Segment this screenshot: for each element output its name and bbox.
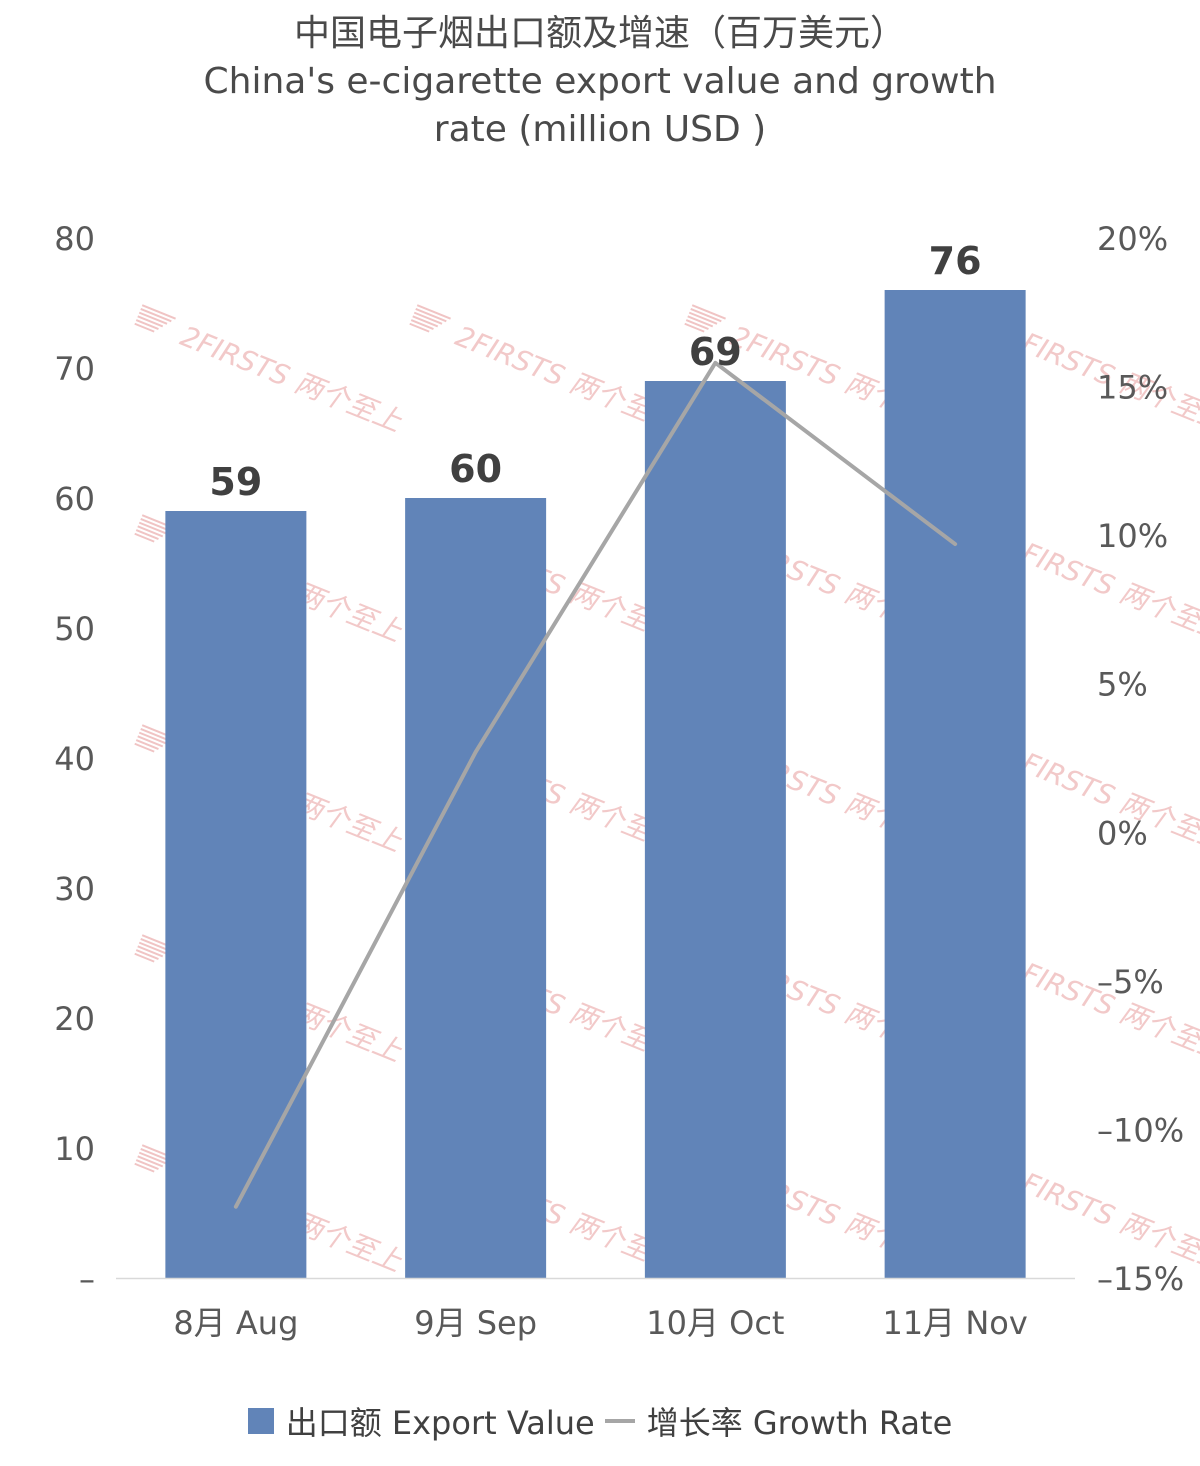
chart-title-block: 中国电子烟出口额及增速（百万美元） China's e-cigarette ex…	[0, 10, 1200, 154]
watermark-stroke	[138, 311, 168, 325]
watermark-stroke	[138, 941, 168, 955]
watermark-stroke	[135, 529, 159, 540]
y-left-tick-label: 70	[54, 350, 95, 388]
bar-data-label-2: 60	[449, 447, 502, 491]
watermark-stroke	[137, 525, 164, 538]
chart-legend: 出口额 Export Value 增长率 Growth Rate	[0, 1398, 1200, 1444]
watermark-stroke	[134, 742, 155, 753]
growth-rate-line	[233, 360, 958, 1209]
bar-data-label-1: 59	[209, 460, 262, 504]
bar-data-label-3: 69	[689, 330, 742, 374]
watermark-stroke	[137, 315, 164, 328]
y-right-tick-label: –10%	[1097, 1111, 1184, 1149]
legend-item-export-value: 出口额 Export Value	[247, 1398, 595, 1444]
x-category-label-3: 10月 Oct	[646, 1304, 784, 1342]
watermark-stroke	[140, 307, 172, 323]
legend-swatch-bar	[247, 1408, 274, 1434]
y-right-tick-label: 5%	[1097, 666, 1148, 704]
watermark-stroke	[685, 319, 709, 330]
y-left-tick-label: 50	[54, 610, 95, 648]
y-right-tick-label: 15%	[1097, 369, 1168, 407]
bar-data-label-4: 76	[929, 239, 982, 283]
x-category-label-1: 8月 Aug	[173, 1304, 298, 1342]
x-category-label-4: 11月 Nov	[882, 1304, 1027, 1342]
watermark-stroke	[138, 521, 168, 535]
watermark-stroke	[137, 945, 164, 958]
y-left-tick-label: –	[79, 1260, 95, 1298]
watermark-stroke	[410, 319, 434, 330]
bar-4	[884, 290, 1026, 1278]
legend-label-export-value: 出口额 Export Value	[285, 1404, 595, 1442]
y-left-tick-label: 80	[54, 220, 95, 258]
watermark-stroke	[409, 322, 430, 333]
watermark-logo: 2FIRSTS 两个至上	[134, 304, 407, 439]
watermark-stroke	[688, 311, 718, 325]
watermark-logo: 2FIRSTS 两个至上	[409, 304, 682, 439]
y-right-tick-label: 20%	[1097, 220, 1168, 258]
watermark-stroke	[134, 1162, 155, 1173]
watermark-stroke	[134, 532, 155, 543]
chart-subtitle-line-1: China's e-cigarette export value and gro…	[203, 61, 997, 102]
watermark-stroke	[412, 315, 439, 328]
y-left-tick-label: 30	[54, 870, 95, 908]
watermark-stroke	[135, 739, 159, 750]
y-right-tick-label: 10%	[1097, 517, 1168, 555]
x-category-label-2: 9月 Sep	[414, 1304, 537, 1342]
bar-1	[165, 511, 307, 1278]
watermark-stroke	[134, 952, 155, 963]
watermark-stroke	[138, 1151, 168, 1165]
bar-3	[644, 381, 786, 1278]
y-left-tick-label: 60	[54, 480, 95, 518]
chart-subtitle-line-2: rate (million USD )	[433, 109, 767, 150]
y-right-tick-label: –15%	[1097, 1260, 1184, 1298]
legend-item-growth-rate: 增长率 Growth Rate	[595, 1398, 953, 1444]
watermark-stroke	[415, 307, 447, 323]
watermark-stroke	[135, 949, 159, 960]
watermark-stroke	[141, 304, 176, 320]
legend-swatch-line	[604, 1419, 635, 1423]
watermark-stroke	[691, 304, 726, 320]
watermark-stroke	[138, 731, 168, 745]
bar-2	[405, 498, 547, 1278]
watermark-stroke	[684, 322, 705, 333]
y-right-tick-label: –5%	[1097, 963, 1164, 1001]
legend-label-growth-rate: 增长率 Growth Rate	[646, 1404, 953, 1442]
watermark-stroke	[135, 1159, 159, 1170]
watermark-stroke	[416, 304, 451, 320]
watermark-text: 2FIRSTS 两个至上	[176, 319, 407, 438]
watermark-stroke	[135, 319, 159, 330]
y-right-tick-label: 0%	[1097, 814, 1148, 852]
chart-title: 中国电子烟出口额及增速（百万美元）	[293, 13, 906, 54]
watermark-stroke	[413, 311, 443, 325]
watermark-stroke	[687, 315, 714, 328]
watermark-stroke	[137, 735, 164, 748]
y-left-tick-label: 40	[54, 740, 95, 778]
y-left-tick-label: 20	[54, 1000, 95, 1038]
watermark-stroke	[690, 307, 722, 323]
watermark-stroke	[134, 322, 155, 333]
y-left-tick-label: 10	[54, 1130, 95, 1168]
watermark-stroke	[137, 1155, 164, 1168]
